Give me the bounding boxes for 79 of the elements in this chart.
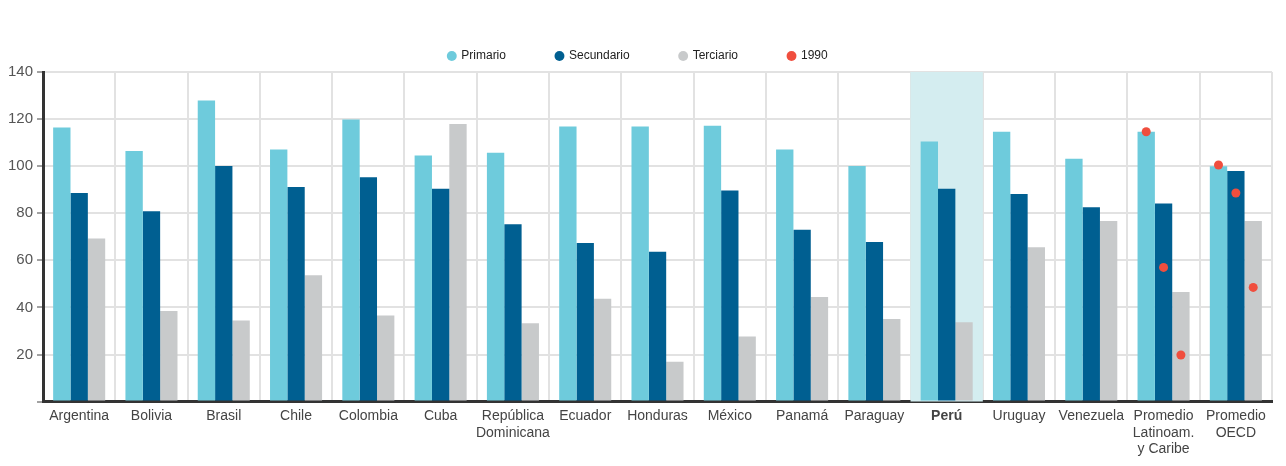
- x-tick-label: Chile: [280, 406, 313, 423]
- x-tick-label: Brasil: [206, 406, 242, 423]
- bar: [414, 155, 432, 401]
- bar: [1172, 291, 1190, 401]
- bar: [1065, 158, 1083, 401]
- bar: [865, 241, 884, 401]
- x-tick-label: Panamá: [776, 406, 829, 423]
- bar: [53, 127, 71, 401]
- bar: [521, 323, 539, 401]
- bar: [359, 177, 378, 401]
- bar: [142, 211, 161, 401]
- x-tick-label: Bolivia: [130, 406, 173, 423]
- x-tick-label: Honduras: [627, 406, 688, 423]
- bar: [70, 193, 88, 401]
- legend-label: 1990: [801, 48, 829, 63]
- bar: [431, 188, 450, 401]
- bar: [486, 152, 505, 401]
- bar: [883, 318, 901, 401]
- bar: [703, 125, 722, 401]
- bar: [304, 275, 323, 401]
- bar: [87, 238, 106, 401]
- x-tick-label: Promedio OECD: [1205, 406, 1267, 440]
- bar: [1099, 221, 1118, 401]
- bar: [1082, 207, 1100, 401]
- legend-label: Terciario: [692, 48, 739, 63]
- bar: [342, 119, 360, 401]
- bar: [738, 336, 756, 401]
- y-tick-label: 80: [16, 203, 34, 221]
- x-tick-label: Promedio Latinoam. y Caribe: [1132, 406, 1195, 457]
- bar: [593, 298, 612, 401]
- legend-label: Primario: [461, 48, 507, 63]
- bar: [631, 126, 649, 401]
- x-tick-label: Ecuador: [559, 406, 612, 423]
- bar: [666, 361, 684, 401]
- x-tick-label: Venezuela: [1058, 406, 1125, 423]
- bar: [648, 251, 667, 401]
- bar: [287, 186, 305, 401]
- x-tick-label: República Dominicana: [475, 406, 551, 440]
- y-tick-label: 100: [8, 156, 34, 174]
- bar: [449, 124, 467, 401]
- bar: [992, 131, 1011, 401]
- bar: [776, 149, 794, 401]
- y-tick-label: 140: [8, 62, 34, 80]
- bar: [793, 229, 811, 401]
- y-tick-label: 20: [16, 344, 34, 362]
- bar: [1027, 247, 1045, 401]
- bar: [576, 242, 594, 401]
- x-tick-label: Perú: [931, 406, 963, 423]
- bar: [920, 141, 939, 401]
- bar: [1209, 166, 1228, 401]
- bar: [160, 310, 178, 401]
- bar: [377, 315, 395, 401]
- bar: [559, 126, 577, 401]
- bar: [215, 165, 233, 401]
- bar: [810, 297, 829, 401]
- bar: [125, 151, 143, 401]
- bar: [270, 149, 288, 401]
- bar: [1010, 193, 1028, 401]
- bar: [1227, 171, 1245, 401]
- bar: [504, 224, 522, 401]
- x-tick-label: Cuba: [423, 406, 458, 423]
- legend-label: Secundario: [568, 48, 630, 63]
- bar: [232, 320, 250, 401]
- x-tick-label: Argentina: [49, 406, 110, 423]
- bar: [1244, 221, 1262, 401]
- bar: [1154, 203, 1173, 401]
- bar: [848, 165, 866, 401]
- y-tick-label: 60: [16, 250, 34, 268]
- bar: [197, 100, 216, 401]
- x-tick-label: México: [707, 406, 753, 423]
- y-tick-label: 120: [8, 109, 34, 127]
- x-tick-label: Uruguay: [992, 406, 1046, 423]
- bar: [1137, 131, 1155, 401]
- bar: [721, 190, 739, 401]
- bar: [955, 322, 973, 401]
- bar: [938, 188, 956, 401]
- x-tick-label: Paraguay: [844, 406, 905, 423]
- x-tick-label: Colombia: [338, 406, 399, 423]
- y-tick-label: 40: [16, 297, 34, 315]
